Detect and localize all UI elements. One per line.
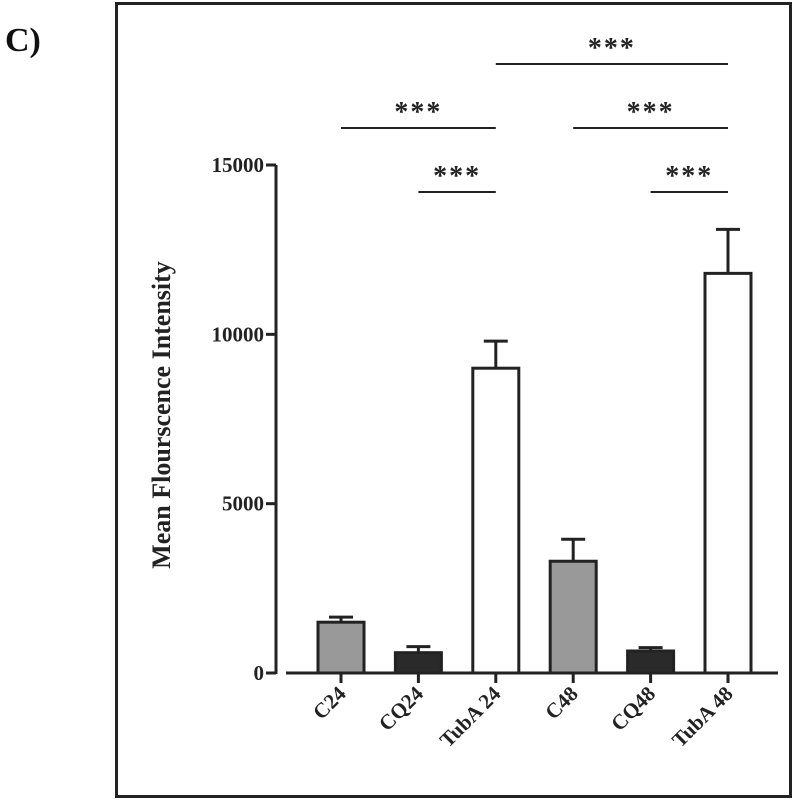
x-tick-label: TubA 24 (435, 681, 506, 752)
significance-label: *** (588, 33, 636, 64)
y-tick-label: 0 (254, 661, 265, 685)
significance-label: *** (627, 97, 675, 128)
x-tick-label: C24 (308, 681, 351, 724)
significance-label: *** (665, 161, 713, 192)
bar-tuba-24 (471, 366, 521, 675)
bar-cq24 (393, 651, 443, 675)
x-tick-label: CQ24 (374, 681, 428, 735)
error-bars (329, 227, 740, 653)
significance-label: *** (433, 161, 481, 192)
figure-frame (115, 2, 792, 798)
x-tick-label: TubA 48 (667, 682, 738, 753)
bar-c24 (316, 620, 366, 675)
panel-label: C) (5, 22, 41, 59)
y-tick-label: 15000 (212, 153, 265, 177)
significance-label: *** (394, 97, 442, 128)
bar-tuba-48 (703, 271, 753, 675)
y-tick-label: 5000 (222, 492, 264, 516)
bar-c48 (548, 559, 598, 675)
y-axis-label: Mean Flourscence Intensity (147, 261, 176, 569)
x-tick-label: C48 (540, 682, 583, 725)
bar-cq48 (626, 649, 676, 675)
axes: 0 5000 10000 15000 (212, 153, 778, 685)
bars (316, 271, 753, 675)
y-tick-label: 10000 (212, 322, 265, 346)
significance-brackets: *** *** *** *** *** (341, 33, 728, 193)
x-tick-label: CQ48 (606, 682, 660, 736)
